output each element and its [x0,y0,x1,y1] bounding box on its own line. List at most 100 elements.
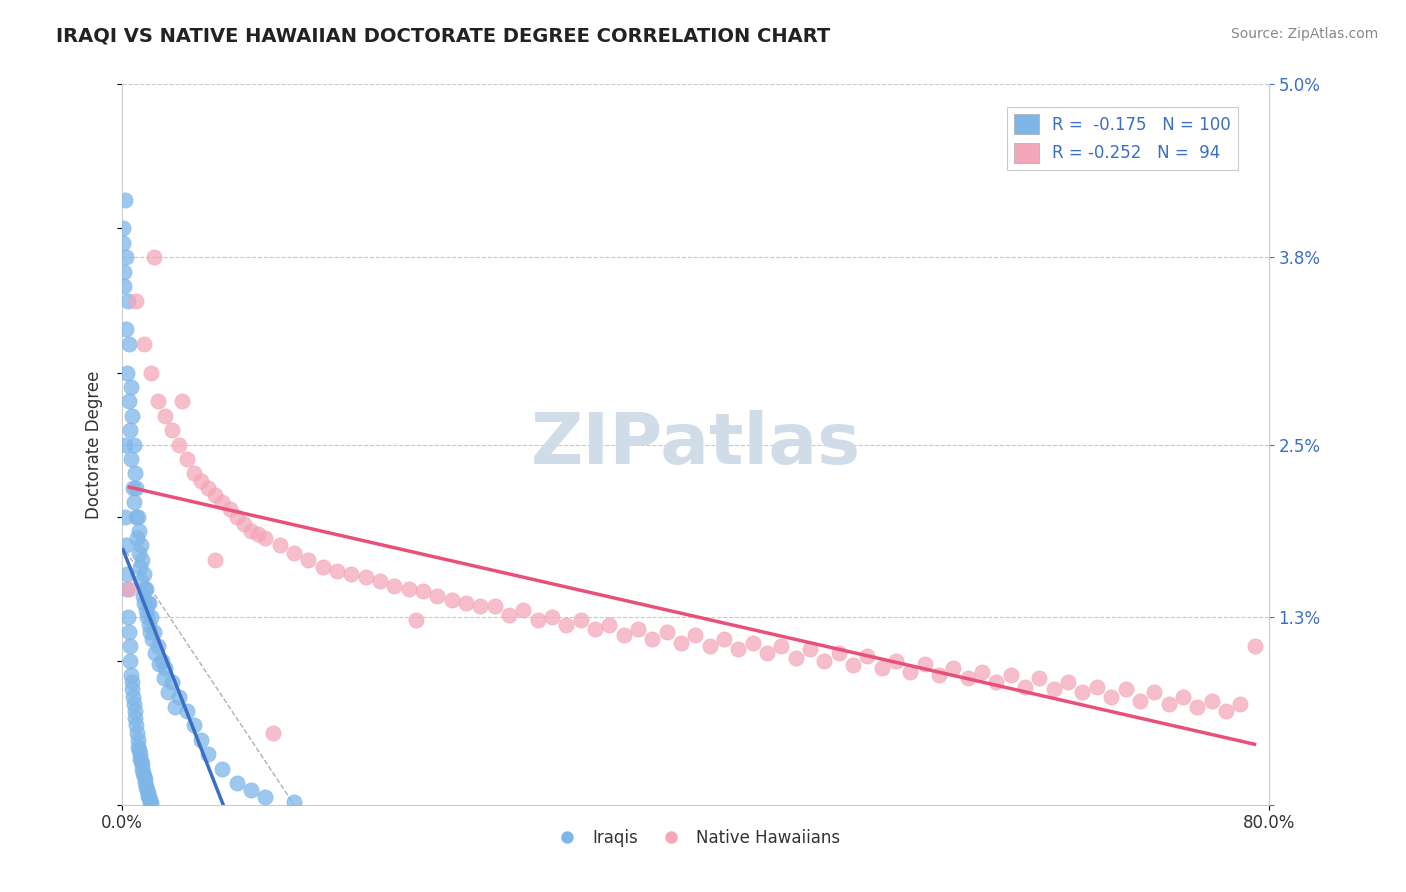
Point [785,650,807,665]
Point [1129,694,1152,708]
Point [132,567,155,582]
Point [398,582,420,596]
Point [172,394,194,409]
Point [136,610,159,624]
Point [124,711,146,725]
Point [232,516,254,531]
Point [1114,682,1136,697]
Point [218,502,240,516]
Point [900,665,922,680]
Point [139,795,162,809]
Point [240,524,263,538]
Point [312,560,335,574]
Point [1085,680,1108,694]
Point [240,783,263,797]
Point [131,757,153,772]
Point [122,495,145,509]
Point [120,668,142,682]
Point [1201,694,1223,708]
Point [426,589,449,603]
Point [512,603,534,617]
Point [127,732,149,747]
Point [972,665,994,680]
Point [1215,704,1237,718]
Point [165,699,187,714]
Point [283,546,305,560]
Point [942,661,965,675]
Point [135,780,157,795]
Point [136,789,159,803]
Point [121,481,143,495]
Point [870,661,893,675]
Point [115,250,138,264]
Point [132,766,155,780]
Point [190,732,212,747]
Point [354,570,377,584]
Point [139,366,162,380]
Point [129,755,152,769]
Point [141,632,163,646]
Point [118,423,141,437]
Point [183,718,205,732]
Legend: R =  -0.175   N = 100, R = -0.252   N =  94: R = -0.175 N = 100, R = -0.252 N = 94 [1007,107,1237,169]
Point [136,786,159,800]
Point [160,423,183,437]
Point [204,488,226,502]
Point [211,495,233,509]
Point [125,718,148,732]
Point [884,654,907,668]
Point [699,639,721,653]
Point [121,682,143,697]
Point [254,531,277,545]
Point [122,690,145,704]
Point [117,293,139,308]
Point [141,796,163,810]
Point [128,546,150,560]
Point [384,579,406,593]
Y-axis label: Doctorate Degree: Doctorate Degree [86,370,103,519]
Point [129,538,152,552]
Text: ZIPatlas: ZIPatlas [530,410,860,479]
Text: IRAQI VS NATIVE HAWAIIAN DOCTORATE DEGREE CORRELATION CHART: IRAQI VS NATIVE HAWAIIAN DOCTORATE DEGRE… [56,27,831,45]
Point [1014,680,1036,694]
Point [1185,699,1208,714]
Point [124,467,146,481]
Point [146,394,169,409]
Point [152,671,174,685]
Point [127,740,149,755]
Point [297,553,319,567]
Point [138,793,160,807]
Point [135,603,157,617]
Point [142,250,165,264]
Point [283,795,305,809]
Point [1171,690,1194,704]
Text: Source: ZipAtlas.com: Source: ZipAtlas.com [1230,27,1378,41]
Point [117,394,139,409]
Point [956,671,979,685]
Point [131,553,153,567]
Point [211,762,233,776]
Point [115,567,138,582]
Point [627,622,650,636]
Point [132,589,155,603]
Point [143,647,166,661]
Point [204,553,226,567]
Point [121,675,143,690]
Point [120,452,142,467]
Point [842,657,865,672]
Point [148,657,170,671]
Point [118,582,141,596]
Point [114,437,136,451]
Point [132,769,155,783]
Point [156,685,179,699]
Point [828,647,851,661]
Point [120,654,142,668]
Point [1229,697,1251,711]
Point [1243,639,1265,653]
Point [127,531,149,545]
Point [641,632,664,646]
Point [127,509,149,524]
Point [526,613,548,627]
Point [569,613,592,627]
Point [169,690,191,704]
